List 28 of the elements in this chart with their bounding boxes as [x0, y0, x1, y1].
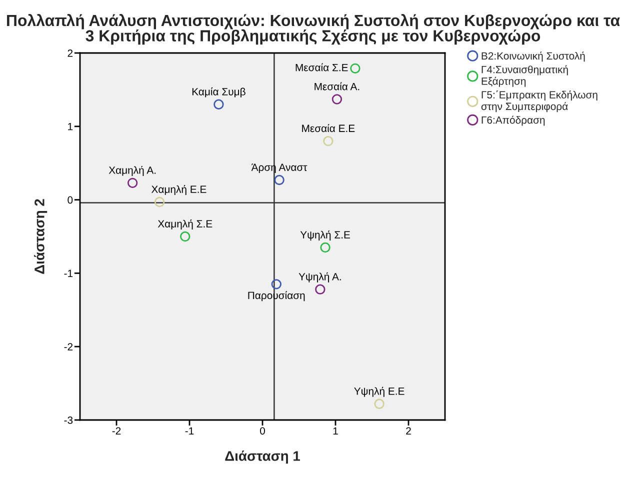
annotation: Υψηλή Α.: [298, 272, 341, 282]
y-axis-title: Διάσταση 2: [34, 199, 48, 274]
annotation: Χαμηλή Ε.Ε: [151, 185, 206, 196]
y-tick-label: 2: [68, 50, 73, 57]
annotation: Υψηλή Ε.Ε: [354, 386, 404, 397]
annotation: Υψηλή Σ.Ε: [300, 230, 350, 241]
y-tick-label: -2: [64, 343, 73, 350]
x-tick-label: 1: [333, 427, 338, 434]
legend-label: Γ6:Απόδραση: [482, 116, 545, 126]
x-tick-label: -2: [112, 427, 121, 434]
annotation: Καμία Συμβ: [192, 87, 246, 98]
annotation: Χαμηλή Σ.Ε: [158, 220, 212, 230]
x-tick-label: -1: [185, 427, 194, 434]
x-tick-label: 0: [260, 427, 265, 435]
y-tick-label: -3: [64, 416, 73, 424]
legend-label: Γ5:΄Εμπρακτη Εκδήλωση στην Συμπεριφορά: [481, 90, 598, 112]
x-tick-label: 2: [406, 427, 411, 434]
y-tick-label: 0: [68, 196, 73, 204]
chart-title: Πολλαπλή Ανάλυση Αντιστοιχιών: Κοινωνική Συστολή στον Κυβερνοχώρο και τα 3 Κριτήρια της Προβληματικής Σχέσης με τον Κυβερνοχώρο: [7, 14, 620, 45]
x-axis-title: Διάσταση 1: [225, 450, 300, 464]
annotation: Μεσαία Α.: [314, 82, 360, 90]
legend-label: Γ4:Συναισθηματική Εξάρτηση: [482, 65, 568, 87]
y-tick-label: -1: [64, 270, 73, 277]
annotation: Μεσαία Ε.Ε: [302, 124, 355, 132]
annotation: Μεσαία Σ.Ε: [296, 63, 348, 72]
y-tick-label: 1: [68, 123, 73, 130]
annotation: Χαμηλή Α.: [108, 166, 156, 176]
legend-label: Β2:Κοινωνική Συστολή: [482, 52, 585, 62]
